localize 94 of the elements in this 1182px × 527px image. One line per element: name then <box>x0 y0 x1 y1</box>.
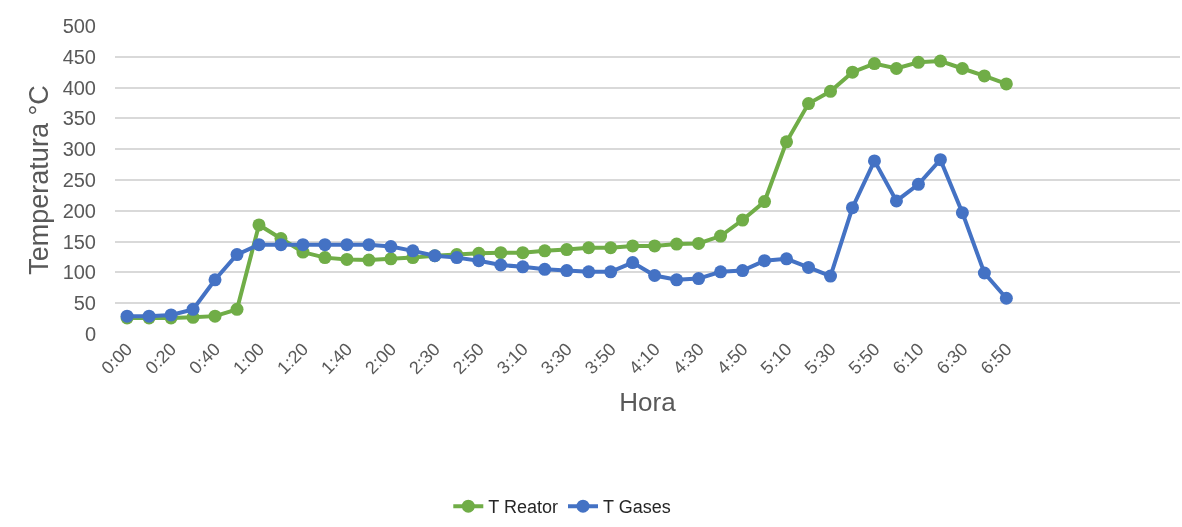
point <box>955 206 969 220</box>
point <box>714 229 728 243</box>
point <box>230 248 244 262</box>
point <box>670 273 684 287</box>
x-tick-label: 5:10 <box>756 339 796 378</box>
point <box>802 97 816 111</box>
point <box>362 253 376 267</box>
point <box>692 236 706 250</box>
point <box>208 309 222 323</box>
point <box>494 246 508 260</box>
point <box>362 238 376 252</box>
point <box>296 238 310 252</box>
y-tick-label: 250 <box>62 169 96 191</box>
point <box>648 239 662 253</box>
point <box>845 201 859 215</box>
point <box>516 260 530 274</box>
x-tick-label: 6:30 <box>932 339 972 378</box>
point <box>867 154 881 168</box>
point <box>384 240 398 254</box>
x-axis-title: Hora <box>619 386 677 417</box>
x-tick-label: 6:10 <box>888 339 928 378</box>
point <box>252 218 266 232</box>
point <box>911 177 925 191</box>
point <box>230 302 244 316</box>
point <box>538 244 552 258</box>
point <box>977 266 991 280</box>
point <box>648 268 662 282</box>
y-tick-label: 400 <box>62 76 96 99</box>
point <box>933 54 947 68</box>
point <box>494 258 508 272</box>
y-tick-label: 450 <box>62 45 96 68</box>
point <box>933 153 947 167</box>
legend-label: T Reator <box>488 497 558 518</box>
point <box>252 238 266 252</box>
y-tick-label: 0 <box>84 323 96 345</box>
x-tick-label: 6:50 <box>976 339 1016 378</box>
point <box>758 195 772 209</box>
point <box>714 265 728 279</box>
point <box>845 65 859 79</box>
point <box>780 135 794 149</box>
point <box>780 252 794 266</box>
y-tick-label: 100 <box>62 261 96 284</box>
point <box>911 55 925 69</box>
point <box>824 269 837 283</box>
point <box>626 239 640 253</box>
legend-label: T Gases <box>603 497 671 518</box>
x-tick-label: 4:50 <box>712 339 752 378</box>
point <box>208 273 222 287</box>
point <box>758 254 772 268</box>
y-tick-label: 300 <box>62 138 96 161</box>
point <box>824 84 837 98</box>
x-tick-label: 4:30 <box>668 339 708 378</box>
point <box>340 238 354 252</box>
point <box>604 241 618 255</box>
point <box>889 62 903 75</box>
point <box>955 62 969 75</box>
point <box>318 251 332 265</box>
x-tick-label: 0:40 <box>185 339 225 378</box>
point <box>560 243 574 257</box>
x-tick-label: 5:30 <box>800 339 840 378</box>
point <box>516 246 530 260</box>
x-tick-label: 0:00 <box>97 339 137 378</box>
point <box>889 194 903 208</box>
point <box>692 272 706 286</box>
point <box>274 238 288 252</box>
point <box>736 213 750 227</box>
point <box>560 264 574 278</box>
point <box>186 302 200 316</box>
point <box>999 291 1013 305</box>
point <box>736 264 750 278</box>
y-tick-label: 50 <box>73 292 96 315</box>
point <box>318 238 332 252</box>
y-tick-label: 500 <box>62 15 96 37</box>
point <box>340 252 354 266</box>
point <box>977 69 991 83</box>
point <box>867 57 881 71</box>
x-tick-label: 0:20 <box>141 339 181 378</box>
x-tick-label: 5:50 <box>844 339 884 378</box>
point <box>999 77 1013 91</box>
point <box>802 260 816 274</box>
point <box>626 256 640 270</box>
x-tick-label: 4:10 <box>624 339 664 378</box>
point <box>582 241 596 255</box>
point <box>406 244 420 258</box>
y-axis-title: Temperatura °C <box>23 85 54 275</box>
y-tick-label: 350 <box>62 107 96 130</box>
point <box>582 265 596 279</box>
point <box>604 265 618 279</box>
point <box>538 262 552 276</box>
y-tick-label: 200 <box>62 199 96 222</box>
point <box>384 252 398 266</box>
y-tick-label: 150 <box>62 230 96 253</box>
point <box>472 254 486 268</box>
point <box>670 237 684 251</box>
